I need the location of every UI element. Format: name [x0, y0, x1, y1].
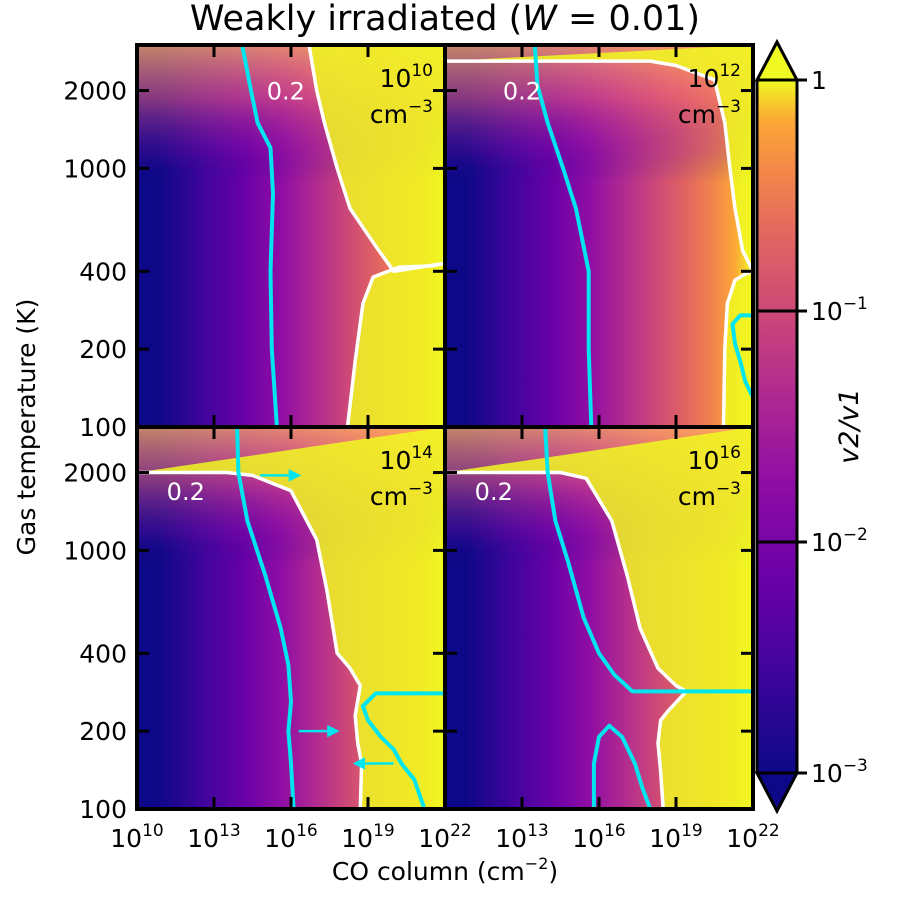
- cyan-contour-line: [360, 691, 445, 809]
- density-label: 1010: [380, 61, 433, 93]
- contour-level-label: 0.2: [267, 78, 305, 106]
- cyan-contour-line: [543, 427, 753, 694]
- y-tick-label: 100: [79, 413, 127, 442]
- y-tick-label: 200: [79, 717, 127, 746]
- colorbar-label: v2/v1: [834, 388, 865, 463]
- x-axis-label: CO column (cm−2): [332, 854, 558, 886]
- colorbar-extend-max: [754, 38, 800, 82]
- x-tick-label: 1013: [495, 821, 548, 853]
- y-tick-label: 1000: [63, 536, 127, 565]
- panel-2: 0.2 1012 cm−3: [443, 43, 755, 429]
- y-tick-label: 2000: [63, 459, 127, 488]
- density-label: 1016: [688, 443, 741, 475]
- colorbar-gradient: [757, 80, 797, 773]
- contour-0.2-line: [445, 470, 689, 809]
- contour-level-label: 0.2: [167, 478, 205, 506]
- chart-title: Weakly irradiated (W = 0.01): [190, 0, 700, 39]
- cyan-contour-line: [591, 723, 653, 809]
- x-tick-label: 1010: [110, 821, 163, 853]
- contour-0.2-line: [137, 470, 364, 809]
- colorbar-tick-label: 10−1: [811, 294, 868, 326]
- y-tick-label: 1000: [63, 154, 127, 183]
- y-tick-label: 2000: [63, 77, 127, 106]
- x-tick-label: 1016: [264, 821, 317, 853]
- panel-1: 0.2 1010 cm−3 100 200 400 1000 2000: [63, 43, 447, 442]
- contour-0.2-line: [445, 59, 753, 427]
- panel-3: 0.2 1014 cm−3 100 200 400 1000 2000 1010 1013 1016…: [63, 425, 472, 853]
- y-tick-label: 400: [79, 639, 127, 668]
- density-unit-label: cm−3: [370, 97, 433, 129]
- density-unit-label: cm−3: [678, 479, 741, 511]
- colorbar-ticks: 1 10−1 10−2 10−3: [757, 66, 868, 788]
- colorbar-tick-label: 10−3: [811, 756, 868, 788]
- colorbar-extend-min: [754, 771, 800, 815]
- colorbar: 1 10−1 10−2 10−3 v2/v1: [754, 38, 868, 815]
- cyan-contour-line: [235, 427, 296, 809]
- density-label: 1014: [380, 443, 433, 475]
- high-ratio-region: [137, 427, 445, 809]
- x-tick-label: 1013: [187, 821, 240, 853]
- cyan-contour-line: [730, 313, 753, 399]
- panel-frame: [443, 425, 755, 811]
- y-tick-label: 100: [79, 795, 127, 824]
- panel-4: 0.2 1016 cm−3 1013 1016 1019 1022: [443, 425, 780, 853]
- density-unit-label: cm−3: [370, 479, 433, 511]
- high-ratio-region: [445, 427, 753, 809]
- cyan-contour-line: [240, 45, 279, 427]
- y-axis-label: Gas temperature (K): [12, 299, 41, 556]
- y-tick-label: 400: [79, 257, 127, 286]
- contour-level-label: 0.2: [475, 478, 513, 506]
- high-ratio-region: [309, 45, 445, 427]
- contour-0.2-line: [307, 45, 445, 427]
- x-tick-label: 1019: [649, 821, 702, 853]
- x-tick-label: 1022: [726, 821, 779, 853]
- heatmap-temperature-shade: [445, 45, 753, 427]
- density-unit-label: cm−3: [678, 97, 741, 129]
- cyan-contour-line: [532, 45, 594, 427]
- density-label: 1012: [688, 61, 741, 93]
- x-tick-label: 1022: [418, 821, 471, 853]
- high-ratio-region: [445, 45, 753, 427]
- x-tick-label: 1019: [341, 821, 394, 853]
- colorbar-tick-label: 10−2: [811, 525, 868, 557]
- y-tick-label: 200: [79, 335, 127, 364]
- x-tick-label: 1016: [572, 821, 625, 853]
- colorbar-tick-label: 1: [811, 66, 827, 95]
- contour-level-label: 0.2: [503, 78, 541, 106]
